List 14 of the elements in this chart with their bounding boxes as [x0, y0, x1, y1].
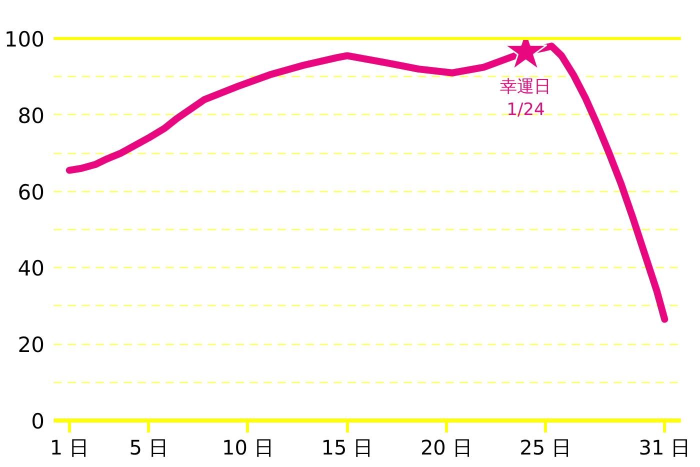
x-tick-label: 10 日	[222, 436, 274, 460]
x-tick-label: 15 日	[321, 436, 374, 460]
y-tick-label: 80	[18, 104, 45, 128]
x-tick-label: 1 日	[50, 436, 89, 460]
y-tick-label: 0	[31, 410, 45, 434]
x-tick-label: 25 日	[520, 436, 572, 460]
y-tick-label: 100	[4, 28, 45, 52]
y-tick-label: 60	[18, 180, 45, 204]
y-tick-label: 40	[18, 256, 45, 281]
x-tick-label: 5 日	[129, 436, 168, 460]
y-tick-label: 20	[18, 333, 45, 358]
x-tick-label: 31 日	[638, 436, 691, 460]
x-tick-label: 20 日	[420, 436, 472, 460]
annotation: 幸運日 1/24	[500, 76, 552, 120]
